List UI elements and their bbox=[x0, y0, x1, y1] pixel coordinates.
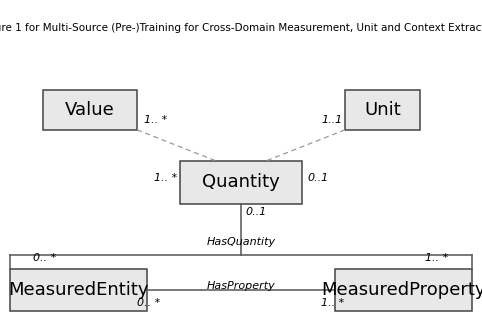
Text: Unit: Unit bbox=[364, 101, 401, 119]
Text: 0..1: 0..1 bbox=[246, 207, 267, 217]
Text: 1.. *: 1.. * bbox=[144, 115, 167, 125]
Text: Figure 1 for Multi-Source (Pre-)Training for Cross-Domain Measurement, Unit and : Figure 1 for Multi-Source (Pre-)Training… bbox=[0, 23, 482, 34]
Text: Quantity: Quantity bbox=[202, 173, 280, 191]
Text: HasQuantity: HasQuantity bbox=[206, 237, 276, 247]
FancyBboxPatch shape bbox=[42, 90, 137, 130]
FancyBboxPatch shape bbox=[335, 269, 472, 311]
Text: Value: Value bbox=[65, 101, 115, 119]
Text: 0.. *: 0.. * bbox=[33, 253, 56, 262]
FancyBboxPatch shape bbox=[180, 161, 302, 204]
Text: HasProperty: HasProperty bbox=[207, 281, 275, 291]
FancyBboxPatch shape bbox=[10, 269, 147, 311]
Text: 0.. *: 0.. * bbox=[137, 298, 161, 308]
Text: MeasuredEntity: MeasuredEntity bbox=[8, 281, 148, 299]
Text: MeasuredProperty: MeasuredProperty bbox=[321, 281, 482, 299]
Text: 1.. *: 1.. * bbox=[426, 253, 449, 262]
Text: 1.. *: 1.. * bbox=[154, 173, 177, 183]
Text: 0..1: 0..1 bbox=[307, 173, 328, 183]
FancyBboxPatch shape bbox=[345, 90, 420, 130]
Text: 1..1: 1..1 bbox=[321, 115, 343, 125]
Text: 1.. *: 1.. * bbox=[321, 298, 345, 308]
